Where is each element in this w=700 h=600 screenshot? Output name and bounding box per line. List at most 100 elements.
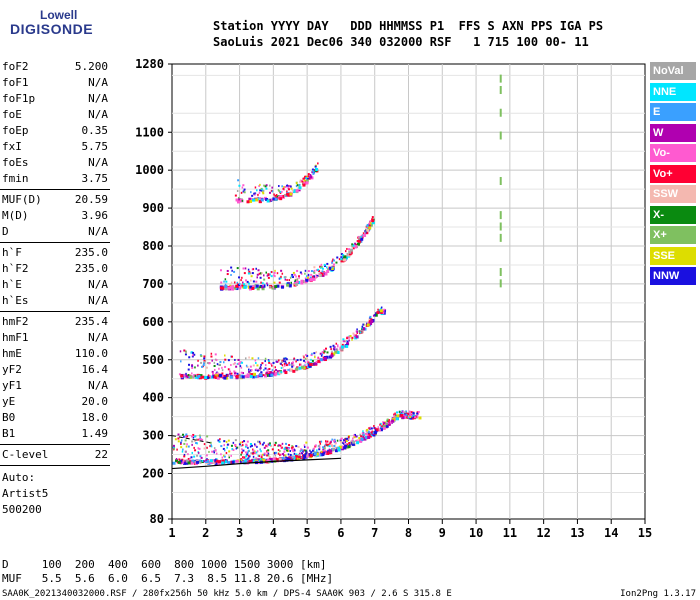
echo-point — [317, 162, 319, 165]
echo-point — [368, 430, 370, 433]
echo-point — [236, 200, 240, 204]
echo-point — [247, 268, 250, 271]
param-row-d: D N/A — [2, 225, 108, 241]
echo-point — [322, 358, 325, 361]
echo-point — [361, 432, 364, 435]
echo-point — [244, 279, 247, 282]
echo-point — [292, 361, 295, 364]
echo-point — [344, 339, 346, 342]
echo-point — [333, 348, 336, 351]
echo-point — [279, 277, 282, 280]
echo-point — [191, 443, 193, 446]
profile-curve — [171, 457, 341, 470]
echo-point — [264, 357, 267, 360]
echo-point — [180, 441, 182, 444]
vertical-echo-mark — [499, 222, 502, 231]
echo-point — [274, 269, 276, 272]
echo-point — [187, 445, 190, 448]
param-row-yf1: yF1 N/A — [2, 379, 108, 395]
echo-point — [218, 363, 221, 366]
echo-point — [392, 417, 396, 421]
echo-point — [226, 443, 229, 446]
echo-point — [180, 374, 184, 378]
echo-point — [407, 412, 410, 415]
echo-point — [194, 435, 197, 438]
echo-point — [251, 194, 254, 197]
echo-point — [342, 442, 345, 445]
echo-point — [243, 459, 247, 463]
echo-point — [199, 434, 201, 437]
echo-point — [365, 436, 369, 440]
param-key: fmin — [2, 172, 29, 185]
echo-point — [233, 370, 236, 373]
echo-point — [298, 186, 302, 190]
echo-point — [345, 344, 349, 348]
echo-point — [292, 364, 295, 367]
echo-point — [268, 442, 271, 445]
x-tick-label: 12 — [536, 526, 550, 540]
echo-point — [409, 412, 412, 415]
echo-point — [238, 362, 241, 365]
echo-point — [246, 453, 249, 456]
echo-point — [418, 416, 422, 420]
echo-point — [208, 450, 210, 453]
muf-values-line: MUF 5.5 5.6 6.0 6.5 7.3 8.5 11.8 20.6 [M… — [2, 572, 334, 585]
echo-point — [249, 374, 253, 378]
echo-point — [255, 267, 257, 270]
echo-point — [253, 443, 256, 446]
echo-point — [196, 460, 200, 464]
echo-point — [410, 416, 414, 420]
echo-point — [215, 458, 218, 461]
echo-point — [236, 283, 239, 286]
echo-point — [235, 447, 238, 450]
x-tick-label: 2 — [202, 526, 209, 540]
echo-point — [206, 458, 208, 461]
echo-point — [197, 447, 200, 450]
echo-point — [295, 185, 298, 188]
echo-point — [256, 375, 260, 379]
param-value: N/A — [88, 278, 108, 291]
echo-point — [296, 269, 299, 272]
echo-point — [223, 449, 226, 452]
echo-point — [306, 446, 309, 449]
vertical-echo-mark — [499, 233, 502, 242]
echo-point — [368, 222, 371, 225]
echo-point — [185, 372, 187, 375]
echo-point — [180, 439, 183, 442]
echo-point — [242, 281, 244, 284]
param-row-fof1: foF1 N/A — [2, 76, 108, 92]
echo-point — [234, 358, 236, 361]
echo-point — [217, 372, 219, 375]
echo-point — [246, 444, 248, 447]
echo-point — [321, 267, 324, 270]
echo-point — [360, 235, 364, 239]
echo-point — [252, 198, 256, 202]
echo-point — [283, 194, 287, 198]
echo-point — [263, 452, 266, 455]
echo-point — [197, 364, 199, 367]
echo-point — [243, 272, 246, 275]
echo-point — [338, 445, 342, 449]
echo-point — [220, 453, 222, 456]
echo-point — [297, 453, 300, 456]
echo-point — [294, 457, 298, 461]
x-tick-label: 11 — [503, 526, 517, 540]
echo-point — [267, 452, 270, 455]
param-value: 5.75 — [81, 140, 109, 153]
echo-point — [329, 266, 332, 269]
echo-point — [379, 428, 383, 432]
echo-point — [300, 279, 304, 283]
echo-point — [223, 454, 225, 457]
echo-point — [236, 372, 239, 375]
echo-point — [256, 369, 259, 372]
echo-point — [371, 431, 373, 434]
echo-point — [269, 285, 272, 288]
echo-point — [353, 334, 356, 337]
echo-point — [354, 245, 358, 249]
echo-point — [353, 436, 356, 439]
header-line-2: SaoLuis 2021 Dec06 340 032000 RSF 1 715 … — [213, 35, 589, 49]
echo-point — [196, 442, 198, 445]
echo-point — [360, 437, 364, 441]
echo-point — [237, 179, 240, 182]
legend-sse: SSE — [650, 246, 696, 265]
